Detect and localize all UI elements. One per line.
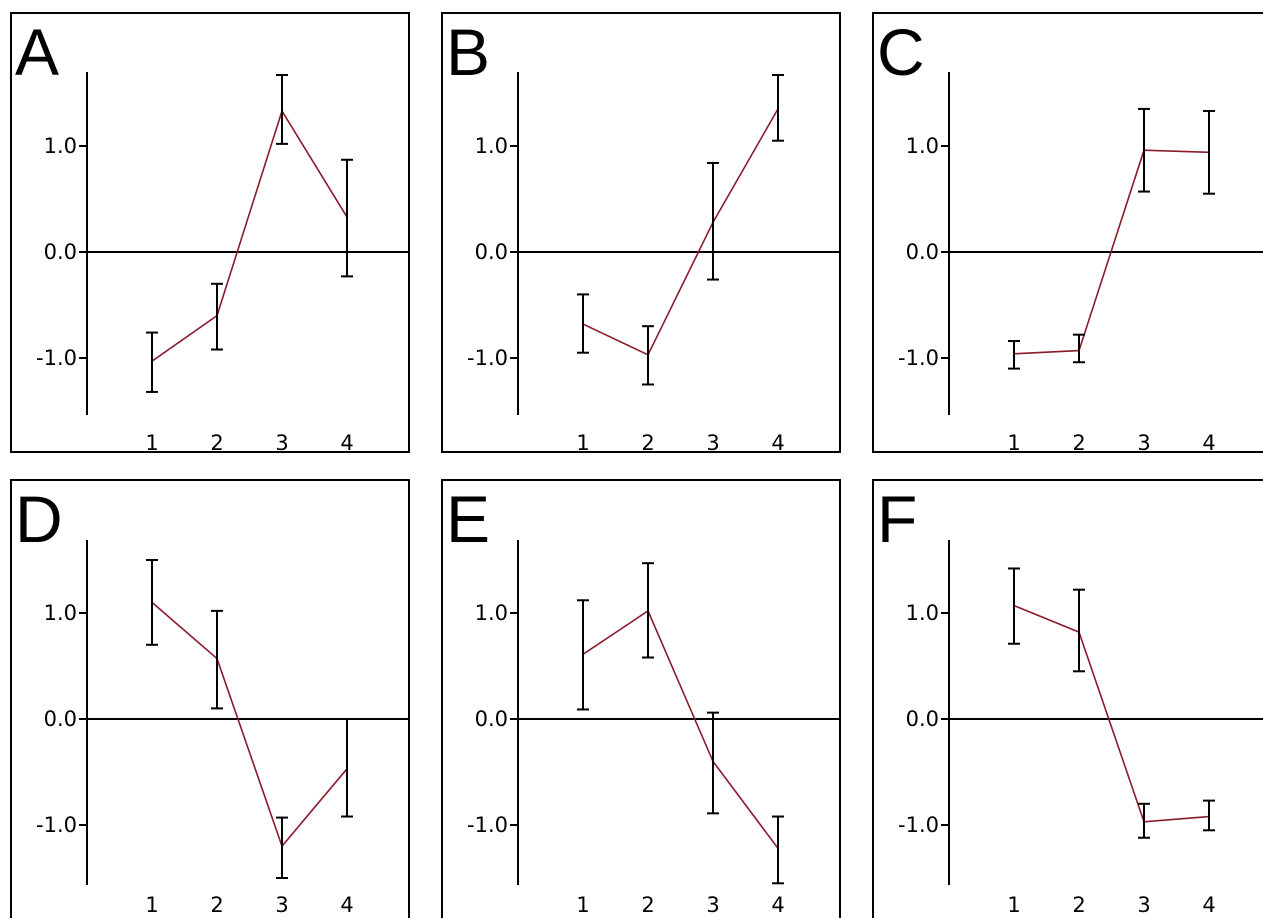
y-tick-label: -1.0 bbox=[36, 813, 77, 837]
panel-frame bbox=[10, 12, 410, 453]
y-tick-label: 0.0 bbox=[906, 707, 939, 731]
x-tick-label: 4 bbox=[771, 431, 784, 455]
x-tick-label: 1 bbox=[1007, 431, 1020, 455]
y-tick-label: -1.0 bbox=[467, 346, 508, 370]
y-tick-label: 1.0 bbox=[475, 601, 508, 625]
error-bar bbox=[341, 718, 353, 818]
error-bar bbox=[146, 331, 158, 393]
y-tick-label: -1.0 bbox=[36, 346, 77, 370]
error-bar bbox=[642, 325, 654, 386]
error-bar bbox=[341, 158, 353, 278]
x-tick-label: 4 bbox=[340, 893, 353, 917]
x-tick-label: 3 bbox=[706, 893, 719, 917]
x-tick-label: 3 bbox=[1137, 893, 1150, 917]
error-bar bbox=[772, 73, 784, 142]
error-bar bbox=[772, 815, 784, 885]
error-bar bbox=[1138, 802, 1150, 839]
y-tick-label: 1.0 bbox=[475, 134, 508, 158]
series-line bbox=[582, 609, 779, 849]
y-tick-label: -1.0 bbox=[898, 346, 939, 370]
error-bar bbox=[211, 609, 223, 710]
panel-letter: E bbox=[446, 482, 490, 556]
y-tick-label: 1.0 bbox=[906, 601, 939, 625]
panel-f: F 1.0 0.0 -1.0 1 2 3 4 bbox=[872, 479, 1263, 918]
panel-d: D 1.0 0.0 -1.0 1 2 3 4 bbox=[10, 479, 410, 918]
y-tick-label: 0.0 bbox=[44, 240, 77, 264]
series-line bbox=[582, 108, 779, 356]
y-tick-label: 0.0 bbox=[475, 240, 508, 264]
x-tick-label: 1 bbox=[145, 893, 158, 917]
error-bar bbox=[1073, 588, 1085, 673]
error-bar bbox=[577, 293, 589, 354]
error-bar bbox=[1203, 110, 1215, 195]
panel-letter: F bbox=[877, 482, 917, 556]
x-tick-label: 4 bbox=[340, 431, 353, 455]
y-tick-label: 1.0 bbox=[906, 134, 939, 158]
x-tick-label: 1 bbox=[1007, 893, 1020, 917]
x-tick-label: 3 bbox=[1137, 431, 1150, 455]
x-tick-label: 4 bbox=[1202, 431, 1215, 455]
x-tick-label: 2 bbox=[641, 893, 654, 917]
x-tick-label: 2 bbox=[1072, 431, 1085, 455]
panel-a: A 1.0 0.0 -1.0 1 2 3 4 bbox=[10, 12, 410, 455]
x-tick-label: 3 bbox=[275, 431, 288, 455]
error-bar bbox=[577, 599, 589, 711]
panel-b: B 1.0 0.0 -1.0 1 2 3 4 bbox=[441, 12, 841, 455]
error-bar bbox=[642, 562, 654, 659]
panel-frame bbox=[872, 12, 1263, 453]
y-tick-label: 0.0 bbox=[906, 240, 939, 264]
series-line bbox=[1013, 604, 1210, 823]
error-bar bbox=[276, 73, 288, 145]
error-bar bbox=[1073, 333, 1085, 364]
x-tick-label: 2 bbox=[641, 431, 654, 455]
panel-frame bbox=[441, 12, 841, 453]
y-tick-label: 0.0 bbox=[44, 707, 77, 731]
panel-frame bbox=[10, 479, 410, 918]
panel-letter: D bbox=[15, 482, 63, 556]
series-line bbox=[151, 109, 348, 362]
x-tick-label: 1 bbox=[576, 893, 589, 917]
y-tick-label: 1.0 bbox=[44, 601, 77, 625]
panel-letter: A bbox=[15, 15, 59, 89]
error-bar bbox=[276, 816, 288, 879]
x-tick-label: 2 bbox=[210, 893, 223, 917]
panel-letter: C bbox=[877, 15, 925, 89]
x-tick-label: 2 bbox=[210, 431, 223, 455]
x-tick-label: 3 bbox=[275, 893, 288, 917]
error-bar bbox=[146, 559, 158, 646]
x-tick-label: 1 bbox=[576, 431, 589, 455]
y-tick-label: 1.0 bbox=[44, 134, 77, 158]
x-tick-label: 1 bbox=[145, 431, 158, 455]
panel-frame bbox=[441, 479, 841, 918]
series-line bbox=[151, 601, 348, 848]
error-bar bbox=[1008, 567, 1020, 645]
x-tick-label: 4 bbox=[1202, 893, 1215, 917]
x-tick-label: 2 bbox=[1072, 893, 1085, 917]
y-tick-label: -1.0 bbox=[898, 813, 939, 837]
panel-letter: B bbox=[446, 15, 490, 89]
panel-c: C 1.0 0.0 -1.0 1 2 3 4 bbox=[872, 12, 1263, 455]
error-bar bbox=[211, 282, 223, 351]
panel-frame bbox=[872, 479, 1263, 918]
error-bar bbox=[707, 711, 719, 815]
panel-e: E 1.0 0.0 -1.0 1 2 3 4 bbox=[441, 479, 841, 918]
y-tick-label: 0.0 bbox=[475, 707, 508, 731]
x-tick-label: 3 bbox=[706, 431, 719, 455]
error-bar bbox=[1138, 107, 1150, 193]
error-bar bbox=[1203, 799, 1215, 832]
x-tick-label: 4 bbox=[771, 893, 784, 917]
error-bar bbox=[1008, 340, 1020, 370]
series-line bbox=[1013, 149, 1210, 355]
y-tick-label: -1.0 bbox=[467, 813, 508, 837]
error-bar bbox=[707, 161, 719, 281]
